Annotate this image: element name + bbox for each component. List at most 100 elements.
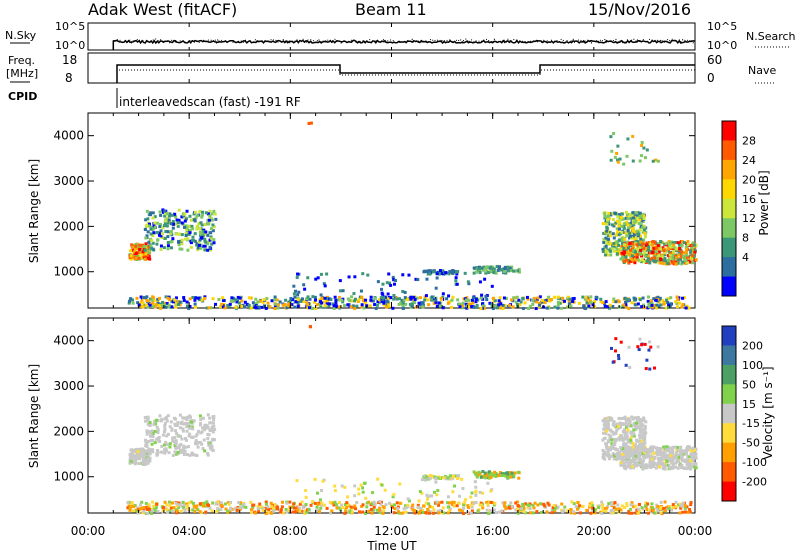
echo-cell xyxy=(193,210,197,214)
echo-cell xyxy=(180,420,184,424)
echo-cell xyxy=(381,282,385,286)
time-tick-label: 16:00 xyxy=(475,524,510,538)
echo-cell xyxy=(646,511,650,515)
echo-cell xyxy=(627,417,631,421)
echo-cell xyxy=(441,269,445,273)
echo-cell xyxy=(625,250,629,254)
echo-cell xyxy=(169,240,173,244)
echo-cell xyxy=(625,431,629,435)
echo-cell xyxy=(144,303,148,307)
echo-cell xyxy=(659,240,663,244)
echo-cell xyxy=(320,501,324,505)
echo-cell xyxy=(640,246,644,250)
echo-cell xyxy=(692,243,696,247)
echo-cell xyxy=(584,295,588,299)
echo-cell xyxy=(242,504,246,508)
echo-cell xyxy=(647,348,651,352)
echo-cell xyxy=(629,438,633,442)
echo-cell xyxy=(620,217,624,221)
echo-cell xyxy=(461,301,465,305)
echo-cell xyxy=(191,235,195,239)
echo-cell xyxy=(319,293,323,297)
echo-cell xyxy=(191,501,195,505)
echo-cell xyxy=(621,463,625,467)
date-title: 15/Nov/2016 xyxy=(588,0,691,19)
echo-cell xyxy=(151,211,155,215)
echo-cell xyxy=(361,503,365,507)
nave-tick-high: 60 xyxy=(707,53,722,67)
echo-cell xyxy=(608,230,612,234)
echo-cell xyxy=(411,506,415,510)
echo-cell xyxy=(153,441,157,445)
echo-cell xyxy=(454,279,458,283)
echo-cell xyxy=(299,299,303,303)
echo-cell xyxy=(479,503,483,507)
echo-cell xyxy=(633,220,637,224)
echo-cell xyxy=(463,271,467,275)
echo-cell xyxy=(638,159,642,163)
echo-cell xyxy=(604,300,608,304)
echo-cell xyxy=(484,271,488,275)
echo-cell xyxy=(417,499,421,503)
echo-cell xyxy=(249,296,253,300)
echo-cell xyxy=(213,428,217,432)
echo-cell xyxy=(159,244,163,248)
echo-cell xyxy=(146,253,150,257)
echo-cell xyxy=(556,300,560,304)
echo-cell xyxy=(158,225,162,229)
echo-cell xyxy=(507,269,511,273)
echo-cell xyxy=(311,500,315,504)
echo-cell xyxy=(685,452,689,456)
echo-cell xyxy=(668,241,672,245)
echo-cell xyxy=(158,439,162,443)
echo-cell xyxy=(159,234,163,238)
echo-cell xyxy=(436,509,440,513)
echo-cell xyxy=(378,298,382,302)
echo-cell xyxy=(202,504,206,508)
echo-cell xyxy=(212,209,216,213)
echo-cell xyxy=(134,256,138,260)
echo-cell xyxy=(676,449,680,453)
echo-cell xyxy=(379,509,383,513)
echo-cell xyxy=(629,251,633,255)
echo-cell xyxy=(289,296,293,300)
echo-cell xyxy=(163,500,167,504)
echo-cell xyxy=(461,512,465,516)
echo-cell xyxy=(583,297,587,301)
echo-cell xyxy=(166,221,170,225)
echo-cell xyxy=(140,253,144,257)
echo-cell xyxy=(334,304,338,308)
echo-cell xyxy=(292,284,296,288)
echo-cell xyxy=(187,425,191,429)
echo-cell xyxy=(209,248,213,252)
echo-cell xyxy=(450,500,454,504)
echo-cell xyxy=(688,455,692,459)
echo-cell xyxy=(128,299,132,303)
echo-cell xyxy=(541,299,545,303)
echo-cell xyxy=(265,502,269,506)
echo-cell xyxy=(184,233,188,237)
echo-cell xyxy=(615,428,619,432)
echo-cell xyxy=(538,295,542,299)
echo-cell xyxy=(663,467,667,471)
echo-cell xyxy=(632,450,636,454)
echo-cell xyxy=(653,241,657,245)
echo-cell xyxy=(474,501,478,505)
echo-cell xyxy=(334,298,338,302)
echo-cell xyxy=(624,451,628,455)
echo-cell xyxy=(250,511,254,515)
echo-cell xyxy=(334,503,338,507)
echo-cell xyxy=(440,476,444,480)
echo-cell xyxy=(432,490,436,494)
echo-cell xyxy=(501,303,505,307)
echo-cell xyxy=(207,240,211,244)
echo-cell xyxy=(606,440,610,444)
echo-cell xyxy=(588,299,592,303)
echo-cell xyxy=(437,301,441,305)
echo-cell xyxy=(612,249,616,253)
echo-cell xyxy=(438,269,442,273)
echo-cell xyxy=(469,302,473,306)
colorbar-swatch xyxy=(722,345,736,366)
echo-cell xyxy=(218,305,222,309)
echo-cell xyxy=(472,305,476,309)
